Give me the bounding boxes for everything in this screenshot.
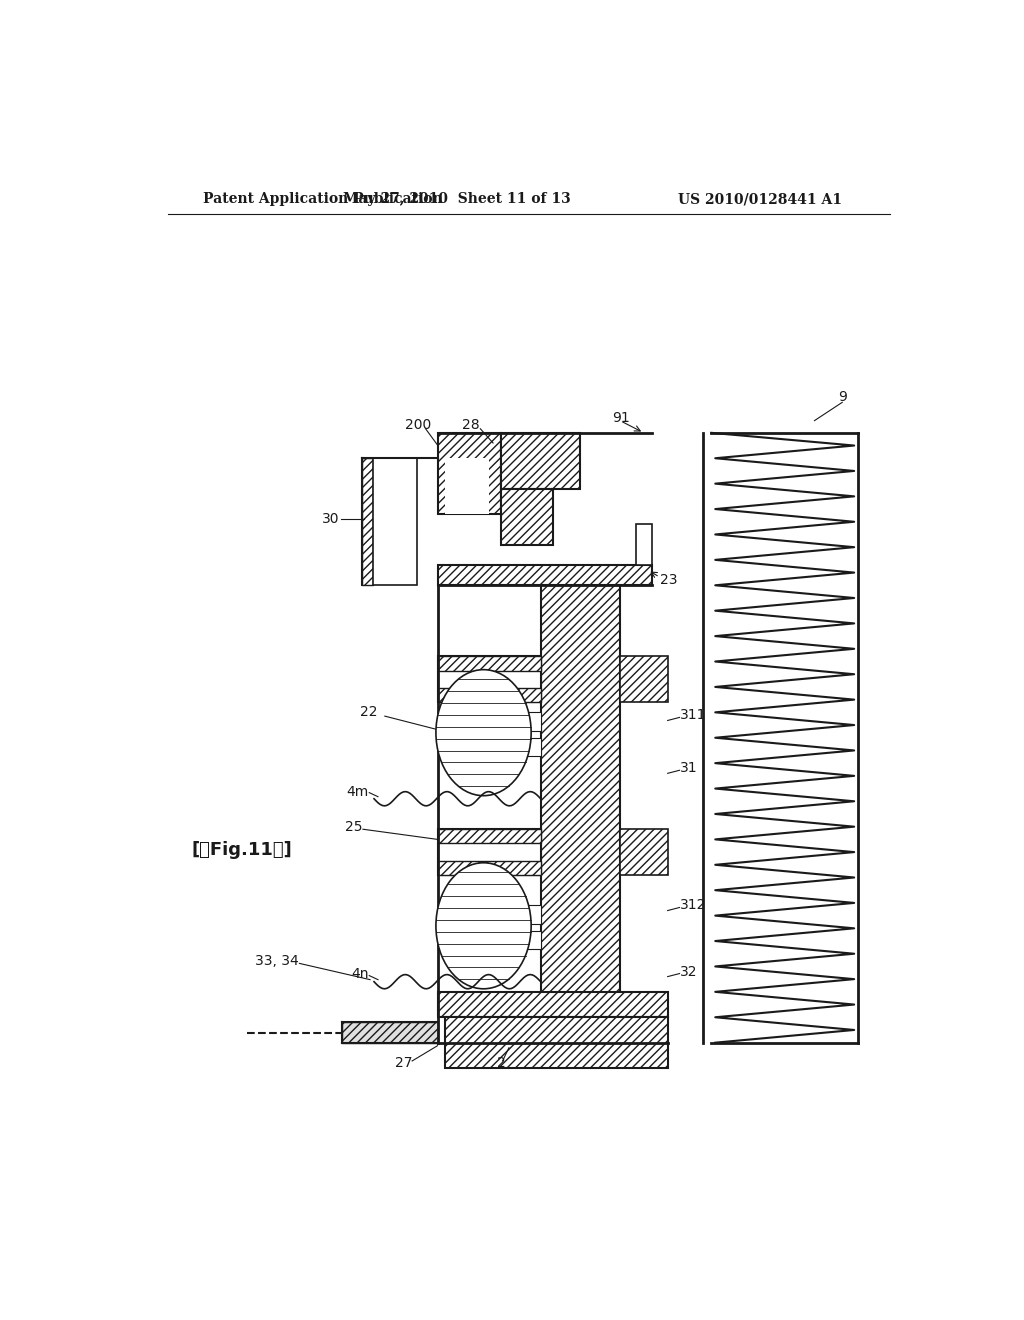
Bar [437,656,541,671]
Text: 32: 32 [680,965,697,978]
Ellipse shape [436,669,531,796]
Bar [541,585,621,1043]
Bar [501,488,553,545]
Text: [【Fig.11】]: [【Fig.11】] [191,841,292,858]
Ellipse shape [436,863,531,989]
Text: 91: 91 [612,411,630,425]
Bar [521,738,541,756]
Text: 31: 31 [680,762,697,775]
Bar [437,829,541,875]
Text: 4n: 4n [351,966,369,981]
Text: May 27, 2010  Sheet 11 of 13: May 27, 2010 Sheet 11 of 13 [343,191,571,206]
Bar [521,931,541,949]
Bar [437,861,541,875]
Bar [437,688,541,702]
Text: 22: 22 [360,705,378,719]
Text: 25: 25 [345,820,362,834]
Text: 311: 311 [680,709,707,722]
Text: 4m: 4m [346,784,369,799]
Bar [342,1022,437,1043]
Bar [445,458,489,515]
Bar [362,458,373,585]
Bar [373,458,417,585]
Bar [437,656,541,702]
Text: 23: 23 [659,573,677,587]
Bar [445,1018,668,1068]
Text: 200: 200 [404,417,431,432]
Text: 28: 28 [462,417,479,432]
Text: 2: 2 [497,1056,506,1071]
Bar [437,991,668,1018]
Bar [501,433,581,488]
Text: 33, 34: 33, 34 [255,954,299,969]
Bar [437,565,652,585]
Bar [620,829,668,875]
Text: Patent Application Publication: Patent Application Publication [204,191,443,206]
Bar [636,524,652,565]
Bar [437,829,541,843]
Bar [521,906,541,924]
Text: US 2010/0128441 A1: US 2010/0128441 A1 [678,191,842,206]
Text: 9: 9 [838,391,847,404]
Bar [521,713,541,731]
Bar [620,656,668,702]
Bar [437,433,501,515]
Text: 312: 312 [680,899,706,912]
Text: 27: 27 [395,1056,413,1071]
Text: 30: 30 [323,512,340,527]
